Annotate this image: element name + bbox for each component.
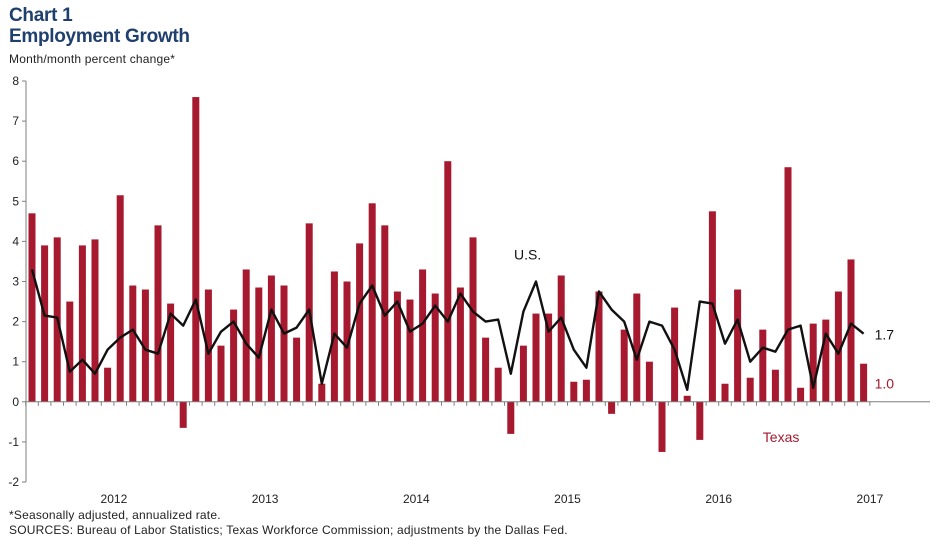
texas-bar <box>444 161 452 402</box>
x-year-label: 2013 <box>252 492 279 505</box>
y-tick-label: 2 <box>12 315 19 329</box>
y-tick-label: -2 <box>8 475 19 489</box>
texas-bar <box>78 245 86 402</box>
x-year-label: 2014 <box>403 492 430 505</box>
texas-bar <box>494 367 502 402</box>
y-tick-label: 8 <box>12 74 19 88</box>
texas-bar <box>671 307 679 402</box>
x-year-label: 2016 <box>705 492 732 505</box>
y-tick-label: 0 <box>12 395 19 409</box>
texas-series-label: Texas <box>763 429 800 445</box>
texas-bar <box>129 285 137 402</box>
texas-bar <box>431 293 439 402</box>
texas-bar <box>179 401 187 428</box>
texas-bar <box>683 395 691 402</box>
y-tick-label: 3 <box>12 275 19 289</box>
texas-bar <box>293 337 301 402</box>
chart-number: Chart 1 <box>9 5 73 26</box>
texas-bar <box>721 383 729 402</box>
texas-bar <box>608 401 616 414</box>
texas-bar <box>834 291 842 402</box>
texas-bar <box>41 245 49 402</box>
texas-bar <box>406 299 414 402</box>
texas-bar <box>570 381 578 402</box>
texas-bar <box>847 259 855 402</box>
texas-bar <box>532 313 540 402</box>
texas-bar <box>393 291 401 402</box>
texas-bar <box>746 377 754 402</box>
us-line <box>30 269 865 391</box>
texas-bar <box>771 369 779 402</box>
texas-end-value-label: 1.0 <box>875 376 895 392</box>
texas-bar <box>469 237 477 402</box>
texas-bar <box>822 319 830 402</box>
labels: -2 -1 0 1 2 3 4 5 6 7 8 2012 2013 2014 2015 2016 2017 1.7… <box>8 74 894 505</box>
texas-bar <box>809 323 817 402</box>
texas-bar <box>759 329 767 402</box>
texas-bar <box>255 287 263 402</box>
texas-bar <box>116 195 124 402</box>
y-tick-label: 5 <box>12 194 19 208</box>
texas-bar <box>582 379 590 402</box>
texas-bar <box>519 345 527 402</box>
x-year-label: 2012 <box>101 492 128 505</box>
texas-bar <box>141 289 149 402</box>
texas-bar <box>204 289 212 402</box>
texas-bar <box>343 281 351 402</box>
texas-bar <box>242 269 250 402</box>
y-tick-label: 6 <box>12 154 19 168</box>
us-series-label: U.S. <box>514 246 541 262</box>
texas-bar <box>280 285 288 402</box>
texas-bar <box>66 301 74 402</box>
texas-bar <box>230 309 238 402</box>
texas-bar <box>318 383 326 402</box>
texas-bar <box>545 313 553 402</box>
y-tick-label: 4 <box>12 234 19 248</box>
texas-bar <box>595 291 603 402</box>
texas-bar <box>91 239 99 402</box>
texas-bar <box>192 97 200 402</box>
texas-bar <box>482 337 490 402</box>
texas-bar <box>620 329 628 402</box>
y-tick-label: 7 <box>12 114 19 128</box>
chart-subtitle: Month/month percent change* <box>9 52 176 66</box>
texas-bar <box>104 367 112 402</box>
texas-bar <box>860 363 868 402</box>
texas-bar <box>28 213 36 402</box>
texas-bar <box>167 303 175 402</box>
employment-growth-chart: -2 -1 0 1 2 3 4 5 6 7 8 2012 2013 2014 2015 2016 2017 1.7… <box>8 74 930 505</box>
texas-bar <box>456 287 464 402</box>
texas-bar <box>645 361 653 402</box>
texas-bar <box>784 167 792 402</box>
texas-bar <box>217 345 225 402</box>
y-tick-label: -1 <box>8 435 19 449</box>
footnote-seasonal: *Seasonally adjusted, annualized rate. <box>9 508 221 522</box>
texas-bar <box>557 275 565 402</box>
chart-title: Employment Growth <box>9 26 190 47</box>
us-line-layer <box>30 269 865 391</box>
footnote-sources: SOURCES: Bureau of Labor Statistics; Tex… <box>9 523 568 537</box>
texas-bar <box>658 401 666 452</box>
axes <box>22 80 930 483</box>
texas-bar <box>419 269 427 402</box>
texas-bar <box>734 289 742 402</box>
x-year-label: 2017 <box>857 492 884 505</box>
y-tick-label: 1 <box>12 355 19 369</box>
texas-bar <box>696 401 704 440</box>
texas-bar <box>368 203 376 402</box>
texas-bar <box>154 225 162 402</box>
us-end-value-label: 1.7 <box>875 327 895 343</box>
texas-bar <box>267 275 275 402</box>
texas-bar <box>356 243 364 402</box>
texas-bar <box>633 293 641 402</box>
texas-bar <box>797 387 805 402</box>
texas-bars <box>28 97 868 452</box>
x-year-label: 2015 <box>554 492 581 505</box>
texas-bar <box>507 401 515 434</box>
